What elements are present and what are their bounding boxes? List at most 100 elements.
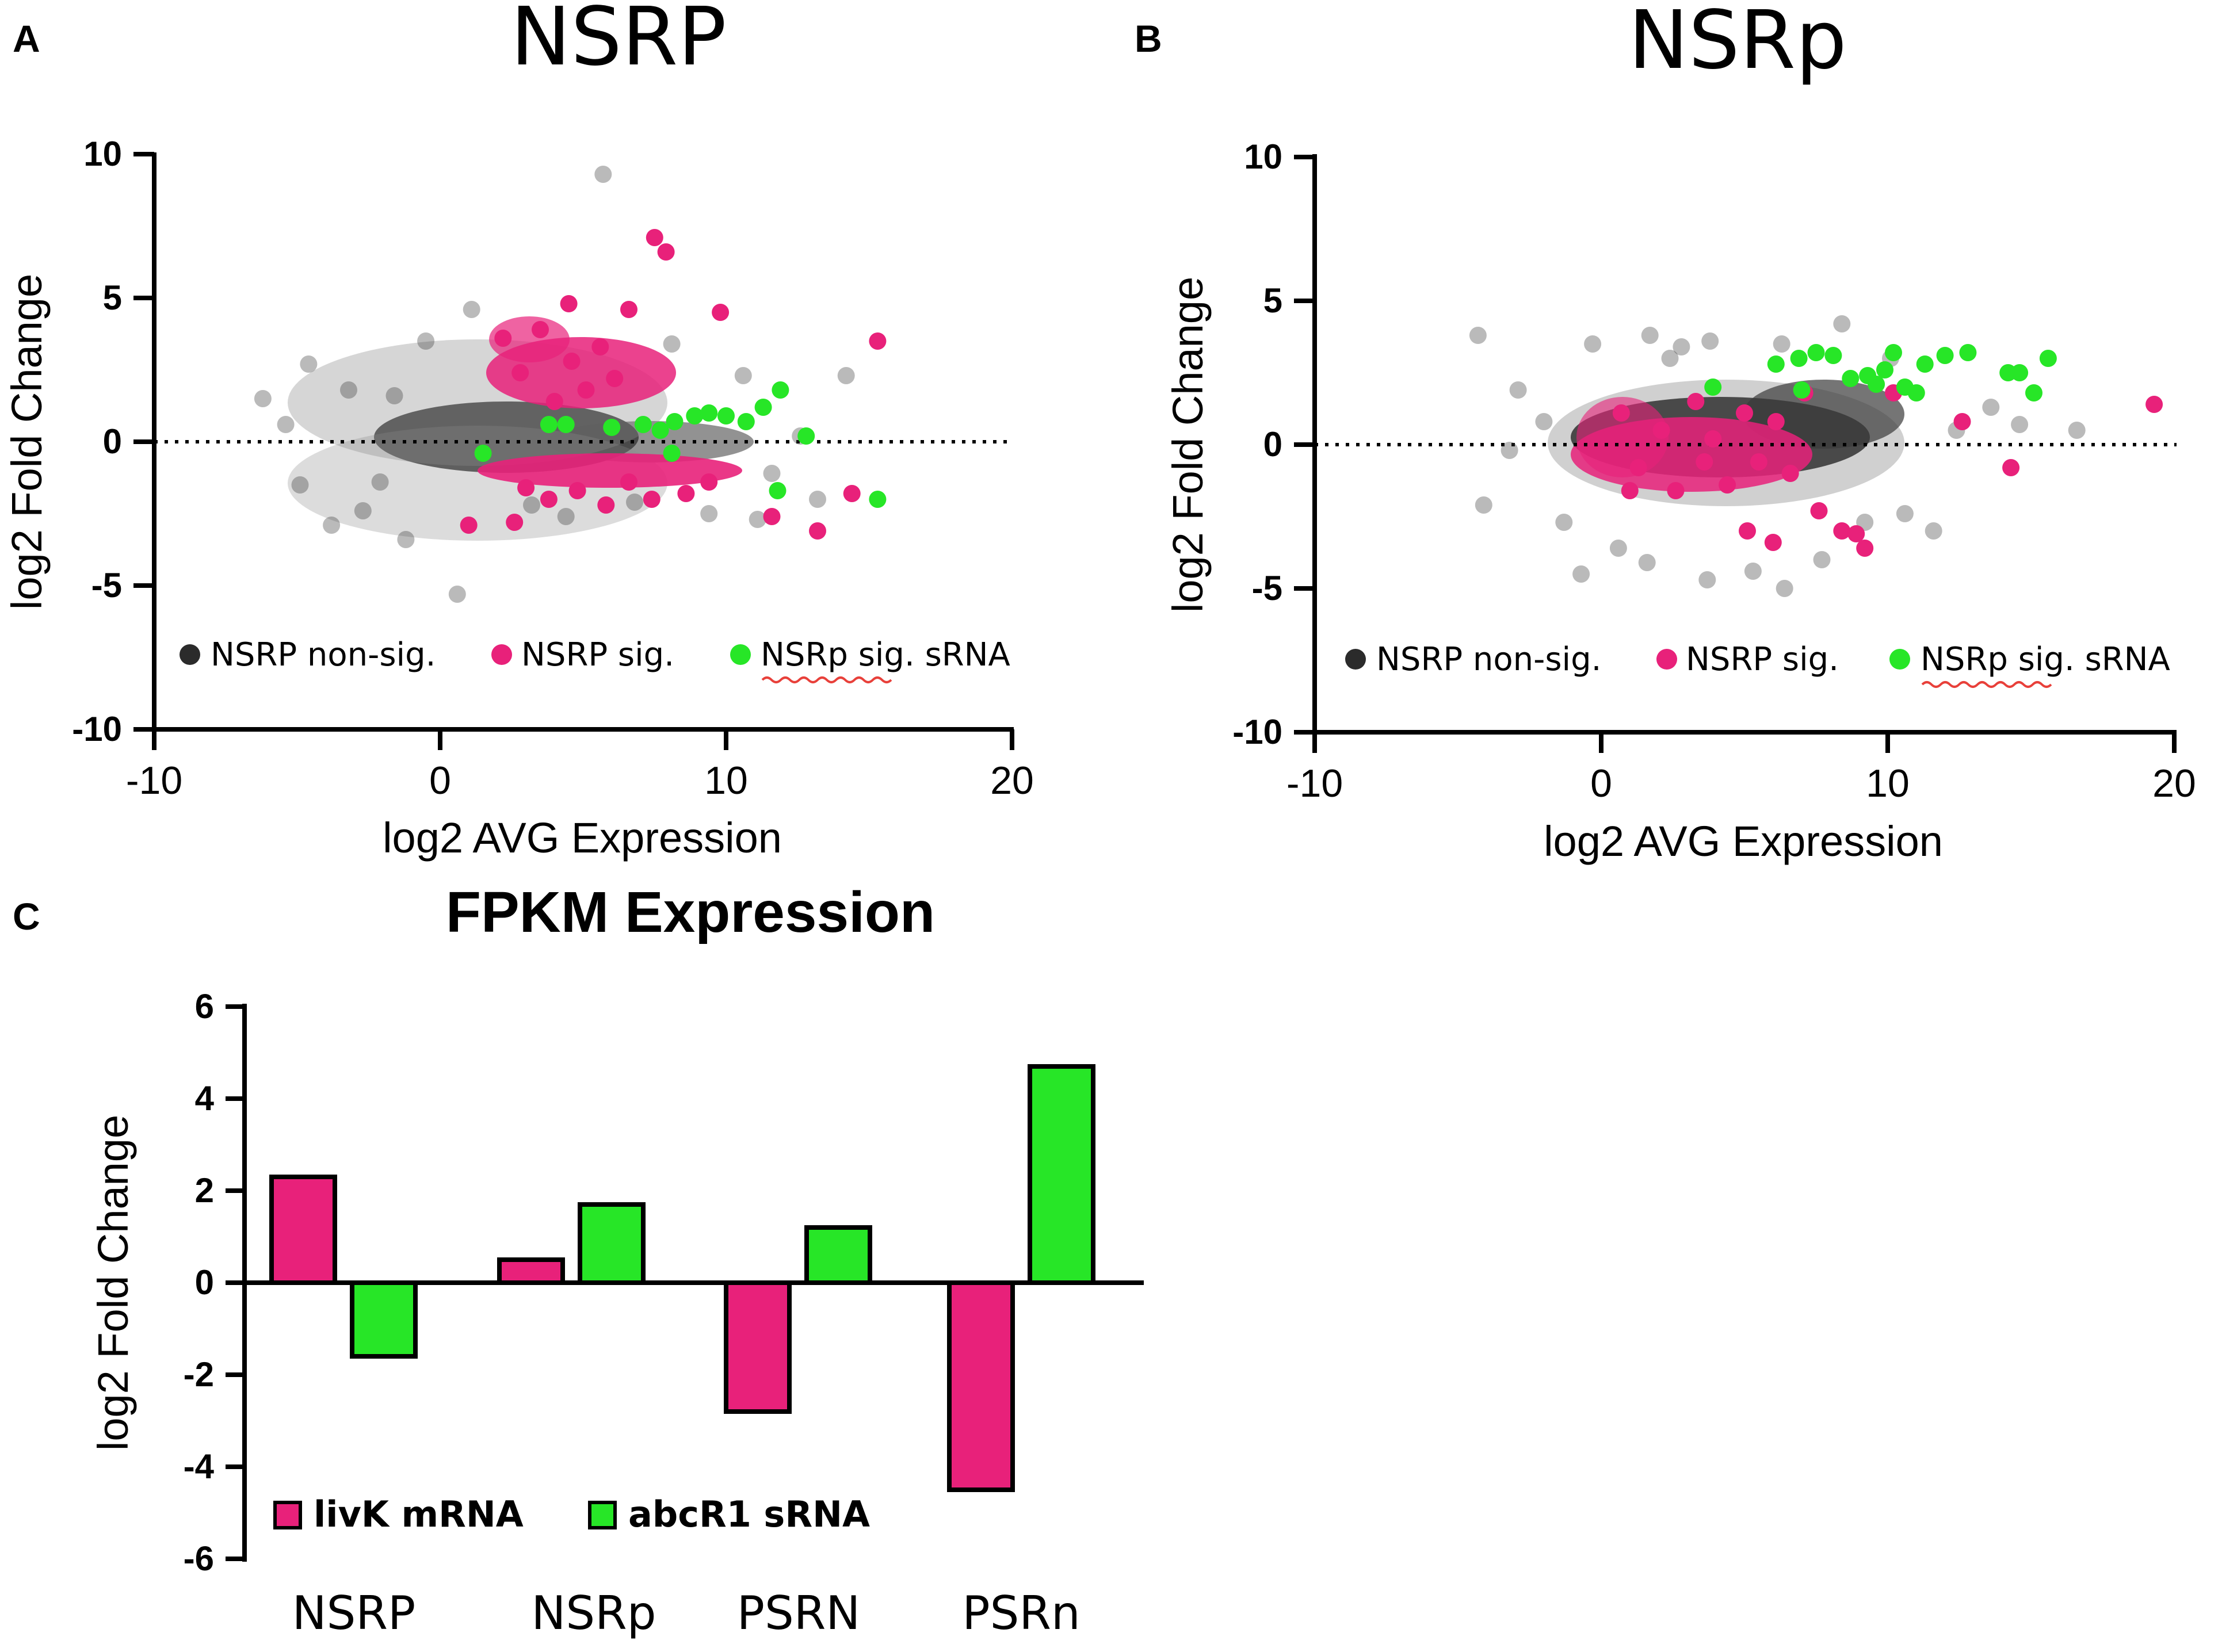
panel-c-ytick-label: -6	[184, 1539, 214, 1578]
scatter-point-sig	[646, 229, 663, 246]
scatter-point-sig	[517, 479, 535, 496]
scatter-point-srna	[869, 491, 887, 508]
scatter-point-srna	[651, 422, 669, 439]
scatter-point-sig	[2002, 459, 2020, 476]
scatter-point-sig	[1953, 413, 1971, 430]
scatter-point-srna	[663, 445, 681, 462]
panel-c-ytick-label: 2	[195, 1171, 214, 1210]
scatter-point-nonsig	[1535, 413, 1553, 430]
scatter-point-nonsig	[594, 166, 612, 183]
panel-c-category-label: NSRp	[532, 1586, 656, 1640]
scatter-point-sig	[540, 491, 558, 508]
scatter-point-sig	[643, 491, 661, 508]
bar-abcr1-psrn	[1028, 1064, 1095, 1285]
scatter-point-nonsig	[1501, 442, 1518, 459]
legend-marker-sig	[491, 644, 512, 665]
scatter-point-sig	[597, 496, 615, 514]
panel-a-x-axis-label: log2 AVG Expression	[383, 814, 782, 862]
bar-abcr1-nsrp	[350, 1280, 418, 1359]
scatter-point-sig	[532, 321, 549, 338]
scatter-point-nonsig	[1744, 563, 1762, 580]
scatter-point-sig	[1739, 522, 1756, 540]
scatter-point-nonsig	[1925, 522, 1942, 540]
scatter-point-srna	[1793, 381, 1811, 399]
panel-b-ytick-label: 5	[1263, 281, 1282, 320]
scatter-point-nonsig	[1673, 338, 1690, 355]
panel-a-sig-down-cloud	[478, 453, 742, 488]
panel-c-category-label: PSRN	[737, 1586, 860, 1640]
panel-b-points	[1469, 315, 2163, 597]
scatter-point-sig	[1810, 502, 1828, 519]
panel-c-legend: livK mRNA abcR1 sRNA	[273, 1493, 870, 1535]
scatter-point-sig	[809, 522, 826, 540]
scatter-point-sig	[1621, 482, 1639, 499]
legend-label-livk: livK mRNA	[314, 1493, 524, 1535]
scatter-point-nonsig	[354, 502, 372, 519]
panel-a-cloud	[288, 316, 754, 541]
legend-marker-nonsig	[180, 644, 200, 665]
panel-a-ytick-label: 0	[103, 422, 122, 461]
legend-spellcheck-underline	[1921, 681, 2052, 688]
legend-marker-srna	[1889, 649, 1910, 670]
scatter-point-sig	[494, 330, 512, 347]
scatter-point-srna	[2011, 364, 2029, 381]
scatter-point-nonsig	[397, 531, 415, 548]
scatter-point-sig	[1847, 525, 1865, 542]
panel-c-title: FPKM Expression	[446, 880, 935, 944]
scatter-point-sig	[1687, 393, 1705, 410]
scatter-point-nonsig	[1555, 514, 1573, 531]
scatter-point-nonsig	[1982, 399, 2000, 416]
panel-b-ytick-label: -10	[1232, 713, 1282, 751]
scatter-point-sig	[560, 295, 578, 312]
bar-livk-nsrp	[269, 1175, 337, 1285]
panel-c-ytick-label: 4	[195, 1079, 215, 1118]
scatter-point-srna	[700, 404, 718, 422]
legend-label-sig: NSRP sig.	[1686, 641, 1839, 678]
scatter-point-srna	[634, 416, 652, 433]
scatter-point-sig	[568, 482, 586, 499]
panel-a-dense-nonsig-cloud	[547, 421, 754, 462]
legend-label-srna: NSRp sig. sRNA	[761, 636, 1010, 674]
scatter-point-nonsig	[749, 511, 766, 528]
scatter-point-sig	[657, 243, 675, 261]
scatter-point-sig	[700, 473, 718, 491]
scatter-point-nonsig	[1773, 335, 1790, 353]
scatter-point-nonsig	[2068, 422, 2086, 439]
bar-abcr1-nsrp	[578, 1202, 646, 1285]
panel-b-label: B	[1135, 17, 1162, 60]
legend-label-nonsig: NSRP non-sig.	[211, 636, 436, 674]
scatter-point-sig	[843, 485, 861, 502]
panel-c-label: C	[13, 895, 40, 938]
panel-b-xtick-label: 20	[2152, 762, 2196, 805]
scatter-point-srna	[1876, 361, 1893, 378]
scatter-point-srna	[772, 381, 789, 399]
scatter-point-nonsig	[663, 335, 681, 353]
scatter-point-srna	[1868, 376, 1885, 393]
legend-marker-sig	[1656, 649, 1677, 670]
legend-label-sig: NSRP sig.	[521, 636, 674, 674]
scatter-point-nonsig	[809, 491, 826, 508]
scatter-point-srna	[666, 413, 684, 430]
panel-a-label: A	[13, 17, 40, 60]
scatter-point-sig	[1856, 540, 1874, 557]
scatter-point-sig	[1719, 476, 1736, 494]
scatter-point-sig	[591, 338, 609, 355]
legend-swatch-livk	[273, 1501, 302, 1529]
scatter-point-sig	[460, 517, 478, 534]
legend-marker-srna	[730, 644, 751, 665]
panel-c-category-label: NSRP	[292, 1586, 415, 1640]
bar-livk-nsrp	[497, 1257, 565, 1285]
scatter-point-nonsig	[1896, 505, 1914, 522]
panel-b-title: NSRp	[1628, 0, 1847, 87]
scatter-point-nonsig	[340, 381, 357, 399]
panel-c-category-label: PSRn	[962, 1586, 1080, 1640]
scatter-point-srna	[1790, 350, 1808, 367]
panel-c-ytick-label: -2	[184, 1355, 214, 1394]
scatter-point-srna	[797, 427, 815, 445]
scatter-point-nonsig	[300, 355, 318, 373]
scatter-point-sig	[763, 508, 781, 525]
panel-a-ytick-label: -10	[72, 710, 122, 748]
scatter-point-sig	[606, 370, 624, 387]
panel-c-y-axis-label: log2 Fold Change	[89, 1115, 137, 1451]
scatter-point-sig	[1736, 404, 1753, 422]
